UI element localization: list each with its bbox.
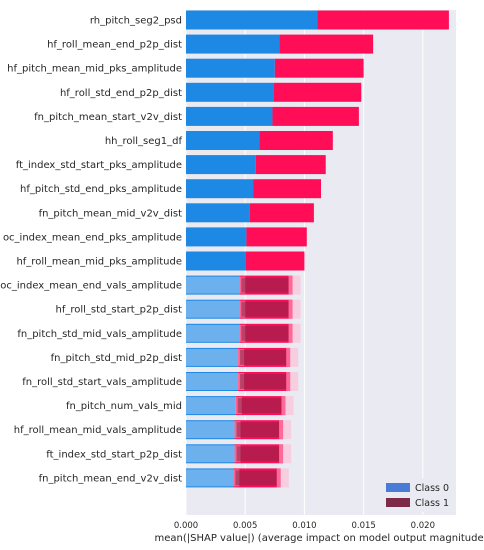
faded-overlay-bars <box>186 275 301 488</box>
bar-class-1 <box>272 106 359 126</box>
feature-label: fn_pitch_std_mid_vals_amplitude <box>17 329 182 340</box>
bar-overlay-class-1 <box>235 470 277 486</box>
bar-overlay-tail <box>281 396 294 416</box>
bar-class-1 <box>255 155 326 175</box>
bar-class-0 <box>186 203 250 223</box>
feature-label: fn_pitch_std_mid_p2p_dist <box>51 353 182 364</box>
bar-class-1 <box>249 203 314 223</box>
x-axis-title: mean(|SHAP value|) (average impact on mo… <box>154 533 484 544</box>
bar-overlay-class-0 <box>186 445 241 463</box>
bar-overlay-tail <box>279 444 292 464</box>
bar-overlay-class-0 <box>186 300 246 318</box>
feature-label: oc_index_mean_end_vals_amplitude <box>0 281 182 292</box>
bar-overlay-class-0 <box>186 276 246 294</box>
feature-label: fn_roll_std_start_vals_amplitude <box>22 377 182 388</box>
bar-class-1 <box>274 58 364 78</box>
bar-class-1 <box>279 34 374 54</box>
bar-overlay-class-1 <box>240 374 287 389</box>
legend-swatch-class-0 <box>386 483 410 492</box>
bar-class-1 <box>246 227 307 247</box>
feature-label: hf_roll_std_end_p2p_dist <box>60 88 182 99</box>
bar-class-0 <box>186 251 246 271</box>
bar-overlay-tail <box>288 299 301 319</box>
bar-class-0 <box>186 58 275 78</box>
bar-overlay-class-1 <box>237 398 282 414</box>
x-tick-label: 0.015 <box>351 521 375 531</box>
feature-label: oc_index_mean_end_pks_amplitude <box>3 232 182 243</box>
bar-overlay-class-0 <box>186 421 241 439</box>
feature-label: rh_pitch_seg2_psd <box>90 16 182 27</box>
bar-overlay-tail <box>286 347 299 367</box>
feature-label: fn_pitch_mean_end_v2v_dist <box>39 473 182 484</box>
bar-overlay-tail <box>288 323 301 343</box>
bar-class-1 <box>273 82 362 102</box>
bar-class-0 <box>186 468 234 488</box>
x-tick-label: 0.020 <box>411 521 435 531</box>
bar-class-1 <box>245 251 305 271</box>
bar-class-0 <box>186 420 235 440</box>
bar-overlay-class-0 <box>186 397 242 415</box>
bar-class-0 <box>186 227 247 247</box>
bar-class-1 <box>253 179 321 199</box>
bar-overlay-tail <box>288 275 301 295</box>
bar-class-0 <box>186 372 239 391</box>
bar-class-0 <box>186 106 273 126</box>
bar-class-0 <box>186 323 240 343</box>
bar-overlay-class-1 <box>236 422 280 438</box>
bar-overlay-tail <box>286 372 299 391</box>
bar-overlay-tail <box>279 420 292 440</box>
feature-label: fn_pitch_mean_start_v2v_dist <box>34 112 182 123</box>
x-tick-label: 0.010 <box>292 521 316 531</box>
bar-class-0 <box>186 275 240 295</box>
bar-overlay-class-0 <box>186 348 245 366</box>
bar-overlay-class-1 <box>236 446 280 462</box>
bar-class-0 <box>186 34 280 54</box>
bar-overlay-class-0 <box>186 469 240 487</box>
feature-label: ft_index_std_start_pks_amplitude <box>16 160 182 171</box>
bar-class-1 <box>317 10 449 30</box>
legend-swatch-class-1 <box>386 498 410 507</box>
x-tick-label: 0.005 <box>233 521 257 531</box>
feature-label: hf_roll_mean_mid_pks_amplitude <box>16 257 182 268</box>
bar-overlay-class-0 <box>186 373 245 390</box>
feature-label: fn_pitch_mean_mid_v2v_dist <box>39 208 183 219</box>
legend-label-class-1: Class 1 <box>415 498 449 509</box>
bar-overlay-class-1 <box>240 349 287 365</box>
feature-label: hf_roll_mean_end_p2p_dist <box>47 40 182 51</box>
feature-label: fn_pitch_num_vals_mid <box>66 401 182 412</box>
feature-label: ft_index_std_start_p2p_dist <box>46 449 182 460</box>
x-tick-label: 0.000 <box>174 521 198 531</box>
x-tick-labels: 0.000 0.005 0.010 0.015 0.020 <box>174 521 435 531</box>
bar-class-0 <box>186 299 240 319</box>
feature-label: hf_roll_mean_mid_vals_amplitude <box>14 425 182 436</box>
bar-overlay-class-1 <box>241 325 289 341</box>
bar-overlay-class-1 <box>241 277 289 293</box>
bar-class-0 <box>186 347 239 367</box>
bar-class-0 <box>186 155 256 175</box>
feature-labels: rh_pitch_seg2_psd hf_roll_mean_end_p2p_di… <box>0 16 182 485</box>
legend: Class 0 Class 1 <box>380 478 454 512</box>
bar-class-0 <box>186 396 236 416</box>
bar-overlay-class-0 <box>186 324 246 342</box>
bar-class-0 <box>186 131 260 150</box>
bar-overlay-class-1 <box>241 301 289 317</box>
feature-label: hf_pitch_mean_mid_pks_amplitude <box>7 64 182 75</box>
bar-class-0 <box>186 444 235 464</box>
feature-label: hf_roll_std_start_p2p_dist <box>55 305 182 316</box>
bar-class-1 <box>259 131 333 150</box>
bar-overlay-tail <box>276 468 289 488</box>
bar-class-0 <box>186 10 318 30</box>
feature-label: hf_pitch_std_end_pks_amplitude <box>20 184 182 195</box>
bar-class-0 <box>186 179 254 199</box>
bar-class-0 <box>186 82 274 102</box>
feature-label: hh_roll_seg1_df <box>105 136 183 147</box>
legend-label-class-0: Class 0 <box>415 483 449 494</box>
